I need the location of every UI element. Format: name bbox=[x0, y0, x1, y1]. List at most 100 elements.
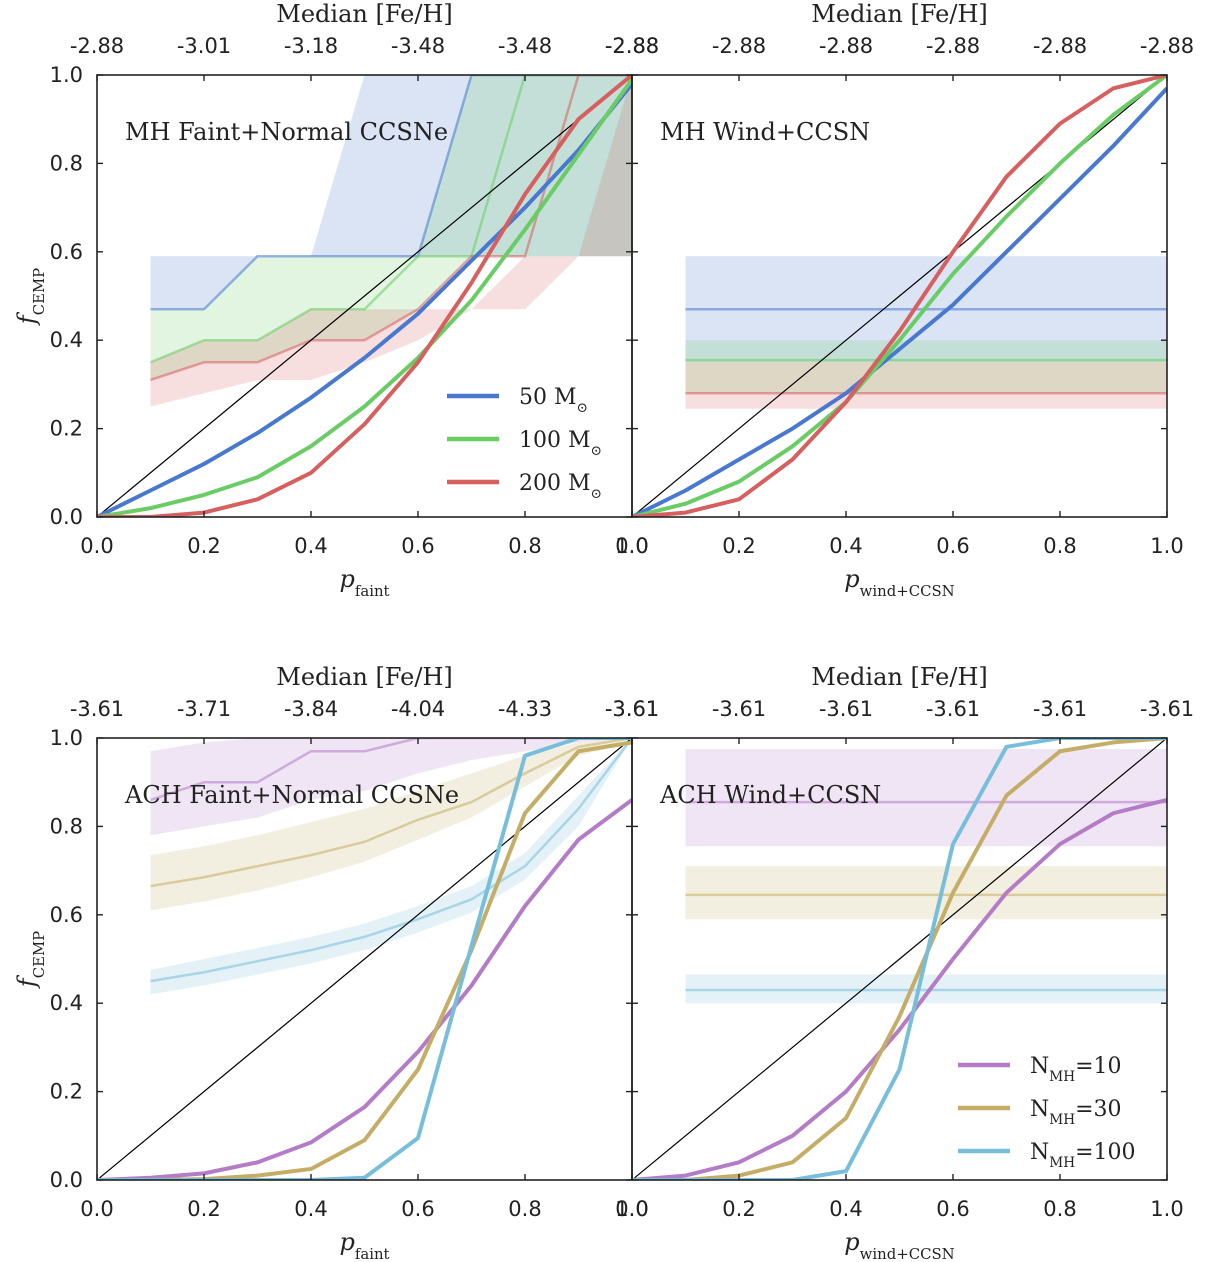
top-tick-label: -3.18 bbox=[284, 34, 338, 58]
series-line-1 bbox=[632, 797, 1167, 1180]
x-tick-label: 0.0 bbox=[80, 534, 113, 558]
median-line-series-1 bbox=[150, 75, 632, 311]
x-tick-label: 1.0 bbox=[1150, 1197, 1183, 1221]
legend-label: 100 M⊙ bbox=[519, 428, 602, 459]
top-tick-label: -3.61 bbox=[605, 697, 659, 721]
x-tick-label: 0.2 bbox=[187, 1197, 220, 1221]
top-tick-label: -2.88 bbox=[1140, 34, 1194, 58]
series-line-3 bbox=[632, 738, 1167, 1180]
x-tick-label: 1.0 bbox=[615, 534, 648, 558]
x-tick-label: 0.4 bbox=[829, 534, 862, 558]
x-tick-label: 1.0 bbox=[615, 1197, 648, 1221]
x-tick-label: 0.0 bbox=[615, 534, 648, 558]
x-tick-label: 0.8 bbox=[1043, 1197, 1076, 1221]
x-axis-title: pfaint bbox=[339, 565, 389, 600]
top-tick-label: -2.88 bbox=[926, 34, 980, 58]
top-tick-label: -2.88 bbox=[712, 34, 766, 58]
median-line-series-2 bbox=[150, 738, 632, 888]
series-line-1 bbox=[97, 798, 632, 1180]
top-tick-label: -4.33 bbox=[498, 697, 552, 721]
top-tick-label: -3.61 bbox=[70, 697, 124, 721]
legend-label: 50 M⊙ bbox=[519, 385, 588, 416]
top-axis-title: Median [Fe/H] bbox=[276, 0, 453, 28]
top-tick-label: -2.88 bbox=[70, 34, 124, 58]
y-tick-label: 0.2 bbox=[50, 417, 83, 441]
band-series-1 bbox=[150, 738, 632, 836]
series-line-1 bbox=[97, 82, 632, 517]
panel-top-right: 0.0 -2.88 0.2 -2.88 0.4 -2.88 0.6 -2.88 0.8 -2.88… bbox=[605, 0, 1194, 600]
panel-annotation: ACH Wind+CCSN bbox=[659, 781, 881, 809]
x-tick-label: 0.2 bbox=[187, 534, 220, 558]
y-axis-title: fCEMP bbox=[13, 931, 48, 989]
band-series-3 bbox=[685, 362, 1167, 409]
legend-label: NMH=30 bbox=[1030, 1097, 1122, 1128]
panel-annotation: MH Wind+CCSN bbox=[660, 118, 870, 146]
top-tick-label: -2.88 bbox=[605, 34, 659, 58]
top-tick-label: -2.88 bbox=[1033, 34, 1087, 58]
x-tick-label: 0.4 bbox=[294, 534, 327, 558]
top-tick-label: -3.61 bbox=[819, 697, 873, 721]
y-axis-title-group: fCEMP bbox=[13, 268, 48, 326]
median-line-series-2 bbox=[150, 75, 632, 364]
panel-bottom-right: 0.0 -3.61 0.2 -3.61 0.4 -3.61 0.6 -3.61 0.8 -3.61… bbox=[605, 663, 1194, 1262]
x-tick-label: 0.8 bbox=[508, 534, 541, 558]
x-tick-label: 0.6 bbox=[936, 534, 969, 558]
top-axis-title: Median [Fe/H] bbox=[276, 663, 453, 691]
legend-label: NMH=10 bbox=[1030, 1054, 1122, 1085]
x-tick-label: 0.6 bbox=[401, 534, 434, 558]
y-tick-label: 0.8 bbox=[50, 151, 83, 175]
top-tick-label: -2.88 bbox=[605, 34, 659, 58]
x-tick-label: 0.0 bbox=[80, 1197, 113, 1221]
median-line-series-1 bbox=[150, 738, 632, 802]
y-tick-label: 0.8 bbox=[50, 814, 83, 838]
axes-frame bbox=[631, 74, 1168, 518]
legend-label: 200 M⊙ bbox=[519, 471, 602, 502]
top-tick-label: -3.61 bbox=[712, 697, 766, 721]
series-line-2 bbox=[97, 78, 632, 517]
y-axis-title-group: fCEMP bbox=[13, 931, 48, 989]
y-tick-label: 0.0 bbox=[50, 505, 83, 529]
y-tick-label: 0.4 bbox=[50, 328, 83, 352]
band-series-2 bbox=[685, 866, 1167, 920]
band-series-3 bbox=[150, 75, 632, 407]
x-axis-title: pwind+CCSN bbox=[844, 565, 954, 600]
top-tick-label: -3.61 bbox=[926, 697, 980, 721]
legend: 50 M⊙ 100 M⊙ 200 M⊙ bbox=[447, 385, 602, 502]
y-tick-label: 0.6 bbox=[50, 240, 83, 264]
series-line-2 bbox=[632, 75, 1167, 517]
legend: NMH=10 NMH=30 NMH=100 bbox=[958, 1054, 1136, 1171]
one-to-one-line bbox=[97, 738, 632, 1180]
y-tick-label: 0.0 bbox=[50, 1168, 83, 1192]
legend-label: NMH=100 bbox=[1030, 1140, 1136, 1171]
top-tick-label: -3.01 bbox=[177, 34, 231, 58]
series-line-3 bbox=[97, 75, 632, 517]
y-tick-label: 1.0 bbox=[50, 63, 83, 87]
median-line-series-3 bbox=[150, 738, 632, 983]
top-axis-title: Median [Fe/H] bbox=[811, 663, 988, 691]
x-axis-title: pwind+CCSN bbox=[844, 1228, 954, 1262]
top-tick-label: -3.71 bbox=[177, 697, 231, 721]
x-tick-label: 0.2 bbox=[722, 1197, 755, 1221]
x-tick-label: 0.6 bbox=[936, 1197, 969, 1221]
top-tick-label: -3.84 bbox=[284, 697, 338, 721]
top-tick-label: -3.48 bbox=[391, 34, 445, 58]
plot-area bbox=[632, 75, 1167, 517]
y-tick-label: 0.4 bbox=[50, 991, 83, 1015]
band-series-1 bbox=[685, 749, 1167, 847]
x-tick-label: 1.0 bbox=[1150, 534, 1183, 558]
band-series-3 bbox=[150, 738, 632, 995]
x-tick-label: 0.0 bbox=[615, 1197, 648, 1221]
x-tick-label: 0.8 bbox=[1043, 534, 1076, 558]
y-tick-label: 0.6 bbox=[50, 903, 83, 927]
one-to-one-line bbox=[97, 75, 632, 517]
top-tick-label: -4.04 bbox=[391, 697, 445, 721]
top-tick-label: -3.61 bbox=[1140, 697, 1194, 721]
y-tick-label: 1.0 bbox=[50, 726, 83, 750]
one-to-one-line bbox=[632, 738, 1167, 1180]
top-tick-label: -3.61 bbox=[605, 697, 659, 721]
plot-area bbox=[97, 75, 632, 517]
top-axis-title: Median [Fe/H] bbox=[811, 0, 988, 28]
median-line-series-3 bbox=[150, 75, 632, 382]
panel-top-left: 0.0 -2.88 0.2 -3.01 0.4 -3.18 0.6 -3.48 0.8 -3.48… bbox=[13, 0, 659, 600]
